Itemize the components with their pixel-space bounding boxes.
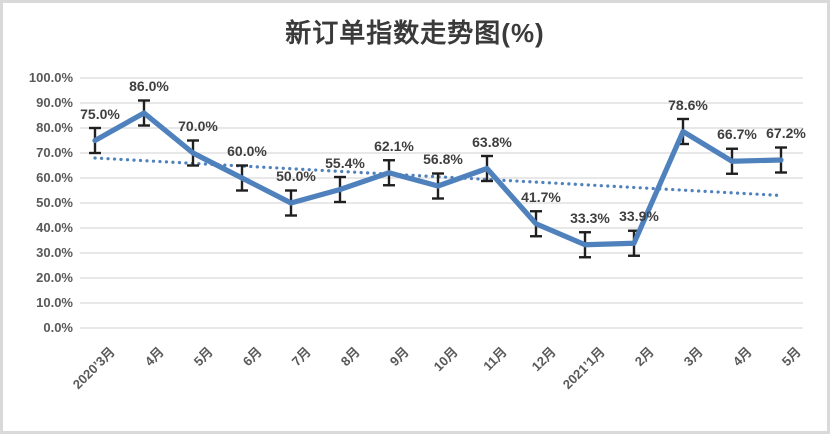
- y-axis-tick-label: 0.0%: [43, 320, 73, 335]
- y-axis-tick-label: 30.0%: [36, 245, 73, 260]
- data-point-label: 33.3%: [570, 209, 610, 226]
- y-axis-tick-label: 50.0%: [36, 195, 73, 210]
- data-point-label: 55.4%: [325, 154, 365, 171]
- data-point-label: 41.7%: [521, 188, 561, 205]
- data-point-label: 50.0%: [276, 168, 316, 184]
- chart-title: 新订单指数走势图(%): [285, 18, 545, 48]
- y-axis-tick-label: 80.0%: [36, 120, 73, 135]
- y-axis-tick-label: 10.0%: [36, 295, 73, 310]
- y-axis-tick-label: 40.0%: [36, 220, 73, 235]
- y-axis-tick-label: 90.0%: [36, 95, 73, 110]
- data-point-label: 86.0%: [129, 78, 169, 94]
- data-point-label: 62.1%: [374, 137, 414, 154]
- y-axis-tick-label: 20.0%: [36, 270, 73, 285]
- data-point-label: 70.0%: [178, 118, 218, 134]
- data-point-label: 66.7%: [717, 126, 757, 143]
- data-point-label: 33.9%: [619, 208, 659, 225]
- y-axis-tick-label: 100.0%: [28, 70, 73, 85]
- data-point-label: 78.6%: [668, 96, 708, 113]
- y-axis-tick-label: 70.0%: [36, 145, 73, 160]
- series-line: [92, 110, 784, 248]
- data-point-label: 63.8%: [472, 133, 512, 150]
- data-point-label: 60.0%: [227, 143, 267, 159]
- y-axis-tick-label: 60.0%: [36, 170, 73, 185]
- data-point-label: 56.8%: [423, 151, 463, 167]
- data-point-label: 67.2%: [766, 125, 806, 141]
- data-point-label: 75.0%: [80, 105, 120, 122]
